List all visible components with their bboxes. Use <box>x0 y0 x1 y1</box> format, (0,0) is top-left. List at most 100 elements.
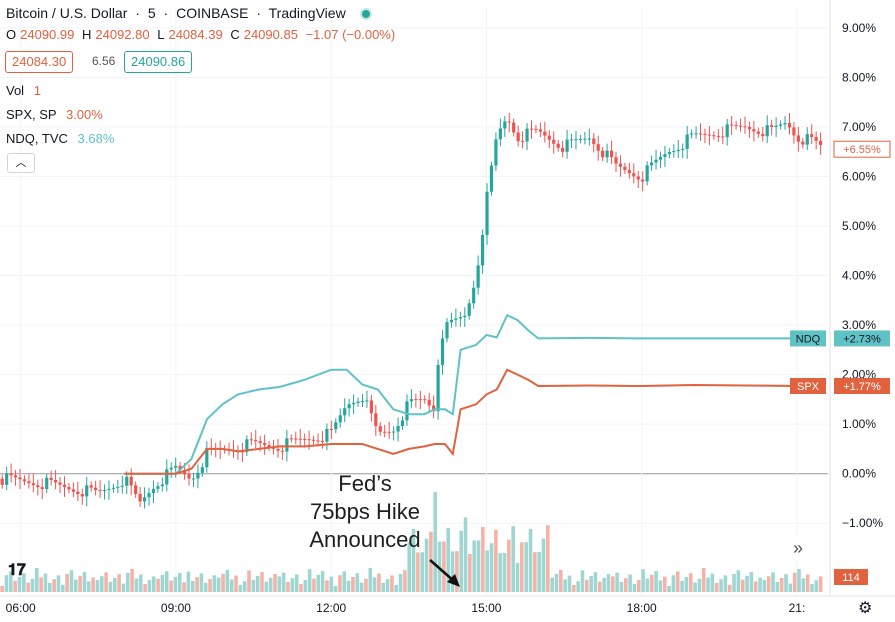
spx-value-label: +1.77% <box>843 381 881 393</box>
symbol-name[interactable]: Bitcoin / U.S. Dollar <box>6 5 128 21</box>
candle-body <box>94 487 98 491</box>
volume-bar <box>173 576 178 592</box>
candle-body <box>552 139 556 144</box>
candle-body <box>614 157 618 164</box>
volume-bar <box>636 580 641 592</box>
candle-body <box>129 476 133 486</box>
volume-bar <box>251 579 256 592</box>
volume-bar <box>368 568 373 592</box>
volume-bar <box>541 538 546 592</box>
study-spx[interactable]: SPX, SP 3.00% <box>6 107 103 122</box>
candle-body <box>178 465 182 470</box>
candle-body <box>258 441 262 444</box>
volume-bar <box>377 573 381 592</box>
volume-bar <box>719 579 723 592</box>
candle-body <box>592 138 596 145</box>
candle-body <box>476 265 480 288</box>
candle-body <box>747 126 752 130</box>
volume-bar <box>268 577 273 592</box>
candle-body <box>445 322 449 339</box>
candle-body <box>601 150 605 158</box>
volume-bar <box>658 580 663 592</box>
candle-body <box>160 484 164 487</box>
spread-value: 6.56 <box>92 54 116 68</box>
candle-body <box>174 465 178 468</box>
buy-price-button[interactable]: 24090.86 <box>124 51 193 73</box>
scroll-forward-icon[interactable]: » <box>786 537 810 561</box>
volume-value-label: 114 <box>842 572 860 584</box>
volume-bar <box>524 542 528 592</box>
volume-bar <box>801 578 806 592</box>
volume-bar <box>723 575 728 592</box>
study-ndq[interactable]: NDQ, TVC 3.68% <box>6 131 115 146</box>
close-value: 24090.85 <box>243 27 298 42</box>
volume-bar <box>307 569 312 592</box>
volume-bar <box>814 580 819 592</box>
candle-body <box>102 489 107 492</box>
chevron-up-icon[interactable]: ︿ <box>7 153 35 173</box>
candle-body <box>80 494 84 497</box>
candle-body <box>334 422 338 430</box>
volume-bar <box>229 579 234 592</box>
candle-body <box>494 139 498 166</box>
volume-bar <box>563 579 567 592</box>
candle-body <box>707 134 712 136</box>
btc-value-label: +6.55% <box>843 144 881 156</box>
candle-body <box>356 401 360 403</box>
candle-body <box>374 413 378 427</box>
volume-bar <box>649 574 654 592</box>
candle-body <box>351 402 356 405</box>
candle-body <box>22 479 27 482</box>
volume-bar <box>494 529 498 592</box>
candle-body <box>307 439 311 441</box>
candle-body <box>627 170 631 174</box>
candle-body <box>498 128 502 140</box>
volume-bar <box>710 573 715 592</box>
candle-body <box>632 173 636 177</box>
candle-body <box>40 487 44 490</box>
ndq-name-label: NDQ <box>796 333 821 345</box>
ohlc-row: O 24090.99 H 24092.80 L 24084.39 C 24090.85 … <box>6 27 396 42</box>
candle-body <box>76 491 80 495</box>
candle-body <box>787 122 792 128</box>
volume-bar <box>208 579 212 592</box>
volume-bar <box>394 584 399 592</box>
interval-label[interactable]: 5 <box>147 5 156 21</box>
tradingview-logo-icon[interactable]: 𝟏𝟕 <box>8 562 26 579</box>
candle-body <box>569 139 574 141</box>
sell-price-button[interactable]: 24084.30 <box>5 51 74 73</box>
candle-body <box>778 124 783 126</box>
volume-bar <box>121 583 126 592</box>
volume-bar <box>294 574 299 592</box>
volume-bar <box>48 583 52 592</box>
study-vol[interactable]: Vol 1 <box>6 83 41 98</box>
volume-bar <box>134 578 139 592</box>
candle-body <box>681 148 685 150</box>
volume-bar <box>17 577 22 592</box>
volume-bar <box>628 574 632 592</box>
volume-bar <box>559 570 563 592</box>
volume-bar <box>610 576 615 592</box>
candle-body <box>525 128 529 142</box>
candle-body <box>53 480 58 483</box>
candle-body <box>58 482 62 485</box>
candle-body <box>641 179 645 182</box>
volume-bar <box>671 575 676 592</box>
volume-bar <box>420 552 425 592</box>
candle-body <box>98 490 102 492</box>
candle-body <box>596 144 600 151</box>
volume-bar <box>736 570 741 592</box>
volume-bar <box>225 570 230 592</box>
volume-bar <box>186 571 191 592</box>
volume-bar <box>766 576 771 592</box>
candle-body <box>116 486 120 488</box>
candle-body <box>120 485 124 487</box>
volume-bar <box>697 578 702 592</box>
gear-icon[interactable]: ⚙ <box>858 600 873 617</box>
y-tick-label: −1.00% <box>842 516 883 530</box>
candle-body <box>156 486 160 489</box>
volume-bar <box>43 573 48 592</box>
volume-bar <box>247 570 251 592</box>
candle-body <box>27 481 31 484</box>
